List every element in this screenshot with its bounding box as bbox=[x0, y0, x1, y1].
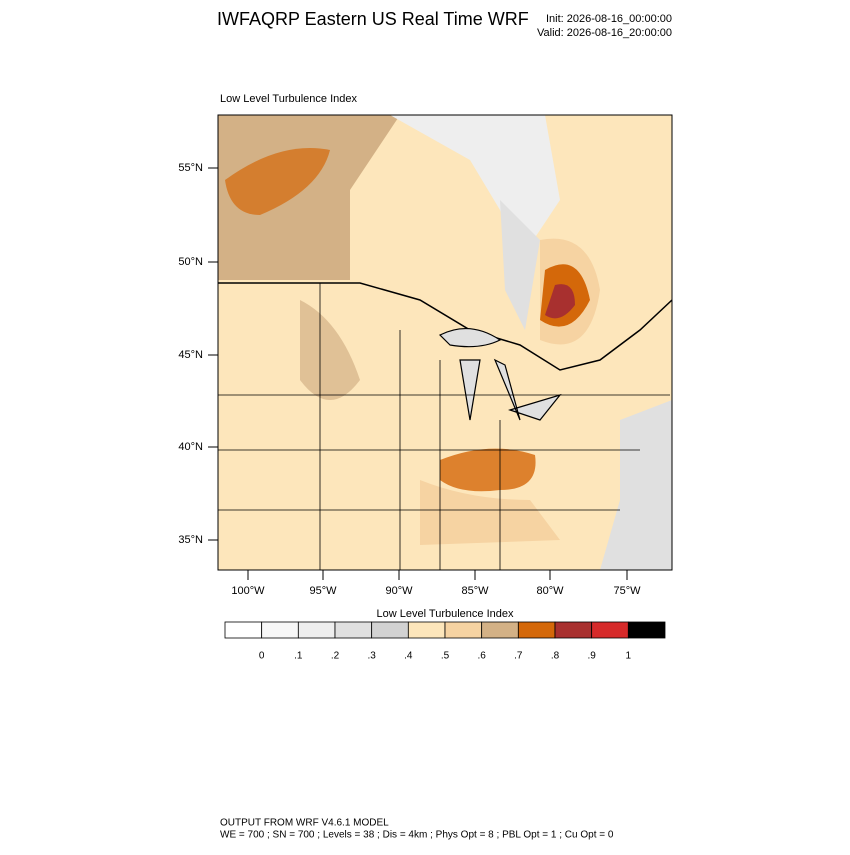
lon-label: 80°W bbox=[536, 585, 564, 597]
valid-time: Valid: 2026-08-16_20:00:00 bbox=[537, 27, 672, 39]
lon-label: 85°W bbox=[461, 585, 489, 597]
shaded-area bbox=[420, 480, 560, 545]
lat-label: 45°N bbox=[178, 349, 203, 361]
lon-label: 95°W bbox=[309, 585, 337, 597]
colorbar-label: .8 bbox=[551, 651, 560, 662]
colorbar-box bbox=[334, 621, 373, 639]
hudson-bay bbox=[500, 200, 540, 330]
colorbar-label: .4 bbox=[404, 651, 413, 662]
lon-label: 90°W bbox=[385, 585, 413, 597]
colorbar-box bbox=[481, 621, 519, 639]
colorbar-label: .7 bbox=[514, 651, 523, 662]
colorbar-label: .5 bbox=[441, 651, 450, 662]
ocean bbox=[600, 400, 672, 570]
orange-area bbox=[225, 148, 330, 215]
lat-label: 50°N bbox=[178, 256, 203, 268]
colorbar-label: .2 bbox=[331, 651, 340, 662]
colorbar-box bbox=[407, 621, 446, 639]
lat-label: 35°N bbox=[178, 534, 203, 546]
orange-area bbox=[440, 448, 536, 492]
border bbox=[218, 282, 672, 371]
lat-label: 40°N bbox=[178, 441, 203, 453]
colorbar-box bbox=[517, 621, 556, 639]
title: IWFAQRP Eastern US Real Time WRF bbox=[217, 9, 529, 29]
lat-label: 55°N bbox=[178, 162, 203, 174]
colorbar-box bbox=[297, 621, 336, 639]
tan-region bbox=[300, 300, 360, 400]
map-subtitle: Low Level Turbulence Index bbox=[220, 93, 357, 105]
colorbar-label: 0 bbox=[259, 651, 265, 662]
great-lakes bbox=[438, 327, 562, 421]
init-time: Init: 2026-08-16_00:00:00 bbox=[546, 13, 672, 25]
tan-region bbox=[218, 115, 400, 280]
map: 55°N 50°N 45°N 40°N 35°N 100°W 95°W 90°W 85°W 80°… bbox=[178, 114, 673, 597]
colorbar-box bbox=[444, 621, 483, 639]
colorbar: 0 .1 .2 .3 .4 .5 .6 .7 .8 .9 1 bbox=[224, 621, 666, 662]
colorbar-box bbox=[224, 621, 263, 639]
red-area bbox=[545, 284, 575, 319]
colorbar-box bbox=[261, 621, 299, 639]
footer-line: WE = 700 ; SN = 700 ; Levels = 38 ; Dis … bbox=[220, 830, 614, 841]
colorbar-title: Low Level Turbulence Index bbox=[377, 608, 514, 620]
lon-label: 75°W bbox=[613, 585, 641, 597]
lon-label: 100°W bbox=[231, 585, 265, 597]
map-ticks: 55°N 50°N 45°N 40°N 35°N 100°W 95°W 90°W 85°W 80°… bbox=[178, 162, 641, 597]
colorbar-label: .1 bbox=[294, 651, 303, 662]
colorbar-box bbox=[627, 621, 666, 639]
footer-line: OUTPUT FROM WRF V4.6.1 MODEL bbox=[220, 818, 389, 829]
colorbar-label: 1 bbox=[626, 651, 632, 662]
state-lines bbox=[218, 283, 670, 570]
colorbar-box bbox=[591, 621, 629, 639]
colorbar-label: .3 bbox=[367, 651, 376, 662]
colorbar-label: .6 bbox=[477, 651, 486, 662]
map-frame bbox=[217, 114, 673, 571]
colorbar-box bbox=[371, 621, 409, 639]
colorbar-box bbox=[554, 621, 593, 639]
colorbar-label: .9 bbox=[587, 651, 596, 662]
